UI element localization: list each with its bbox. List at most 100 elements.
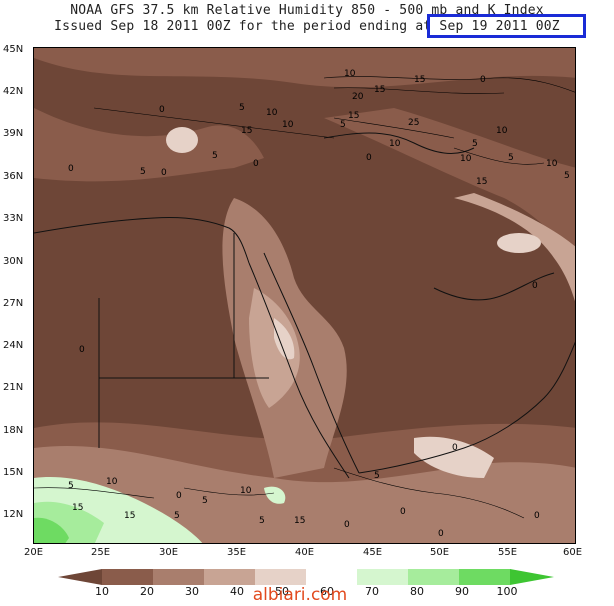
lon-label: 25E: [91, 547, 111, 558]
contour-label: 20: [352, 92, 364, 102]
lat-label: 33N: [3, 213, 24, 224]
coastline-arabia-south: [358, 341, 575, 474]
colorbar-cell: [102, 569, 154, 585]
colorbar-cell: [153, 569, 205, 585]
lon-label: 40E: [295, 547, 315, 558]
colorbar-label: 80: [410, 585, 424, 598]
colorbar-label: 100: [496, 585, 518, 598]
contour-label: 5: [68, 481, 74, 491]
lat-label: 42N: [3, 86, 24, 97]
contour-label: 5: [140, 167, 146, 177]
contour-label: 15: [374, 85, 385, 95]
lat-label: 39N: [3, 128, 24, 139]
lat-label: 27N: [3, 298, 24, 309]
contour-label: 5: [340, 120, 346, 130]
border-egypt-sudan: [233, 233, 269, 379]
humidity-band-north: [34, 48, 575, 88]
chart-title-line-1: NOAA GFS 37.5 km Relative Humidity 850 -…: [70, 3, 544, 18]
lat-label: 24N: [3, 340, 24, 351]
contour-label: 10: [496, 126, 508, 136]
contour-label: 0: [344, 520, 350, 530]
lon-label: 35E: [227, 547, 247, 558]
contour-label: 25: [408, 118, 419, 128]
contour-label: 0: [438, 529, 444, 539]
lat-label: 36N: [3, 171, 24, 182]
contour-label: 5: [508, 153, 514, 163]
lon-label: 50E: [430, 547, 450, 558]
contour-label: 15: [124, 511, 135, 521]
contour-label: 15: [241, 126, 252, 136]
coastline-red-sea-west: [248, 262, 350, 479]
contour-label: 10: [389, 139, 401, 149]
contour-label: 5: [472, 139, 478, 149]
colorbar-label: 70: [365, 585, 379, 598]
humidity-moist-core: [274, 318, 295, 360]
humidity-band-caspian: [324, 108, 575, 257]
humidity-high-ethiopia: [264, 486, 286, 504]
contour-label: 5: [564, 171, 570, 181]
colorbar-label: 50: [275, 585, 289, 598]
colorbar-label: 20: [140, 585, 154, 598]
colorbar-label: 60: [320, 585, 334, 598]
contour-label: 10: [240, 486, 252, 496]
colorbar-label: 10: [95, 585, 109, 598]
contour-label: 5: [212, 151, 218, 161]
colorbar-arrow-left: [58, 569, 102, 585]
contour-label: 15: [294, 516, 305, 526]
humidity-moist-spot-turkey: [166, 127, 198, 153]
contour-label: 5: [259, 516, 265, 526]
border-libya-egypt: [98, 298, 234, 448]
contour-label: 10: [460, 154, 472, 164]
contour-label: 15: [348, 111, 359, 121]
humidity-highest-sahel: [34, 517, 69, 543]
lat-label: 18N: [3, 425, 24, 436]
chart-title-line-2: Issued Sep 18 2011 00Z for the period en…: [54, 19, 560, 34]
contour-label: 0: [68, 164, 74, 174]
colorbar-cells: [102, 569, 511, 585]
contour-label: 0: [161, 168, 167, 178]
contour-label: 5: [239, 103, 245, 113]
colorbar-cell: [204, 569, 256, 585]
valid-time-highlight-box: [427, 14, 586, 38]
lon-label: 55E: [498, 547, 518, 558]
lon-label: 60E: [563, 547, 583, 558]
lat-label: 30N: [3, 256, 24, 267]
contour-label: 15: [72, 503, 83, 513]
colorbar-cell: [306, 569, 358, 585]
contour-label: 0: [159, 105, 165, 115]
contour-label: 10: [266, 108, 278, 118]
contour-label: 5: [374, 471, 380, 481]
coastlines: [34, 132, 575, 479]
humidity-moist-yemen: [414, 436, 494, 478]
contour-label: 5: [174, 511, 180, 521]
colorbar-cell: [459, 569, 511, 585]
contour-label: 0: [452, 443, 458, 453]
contour-label: 0: [366, 153, 372, 163]
contour-label: 0: [79, 345, 85, 355]
colorbar-label: 30: [185, 585, 199, 598]
lat-label: 12N: [3, 509, 24, 520]
contour-label: 0: [532, 281, 538, 291]
humidity-band-anatolia: [34, 108, 264, 182]
contour-label: 15: [414, 75, 425, 85]
contour-label: 0: [176, 491, 182, 501]
map-svg: 10 15 0 0 5 10 15 10 20 15 5 15 25 10 5 …: [34, 48, 575, 543]
colorbar-cell: [408, 569, 460, 585]
contour-label: 5: [202, 496, 208, 506]
colorbar-cell: [357, 569, 409, 585]
contour-label: 15: [476, 177, 487, 187]
contour-label: 10: [546, 159, 558, 169]
map-area: 10 15 0 0 5 10 15 10 20 15 5 15 25 10 5 …: [33, 47, 576, 544]
contour-label-group: 10 15 0 0 5 10 15 10 20 15 5 15 25 10 5 …: [68, 69, 570, 539]
colorbar-cell: [255, 569, 307, 585]
coastline-gulf: [433, 272, 555, 301]
colorbar-label: 90: [455, 585, 469, 598]
contour-label: 0: [480, 75, 486, 85]
watermark-text: albiari.com: [252, 585, 348, 605]
humidity-moist-spot-iran: [497, 233, 541, 253]
coastline-red-sea-east: [263, 252, 360, 474]
contour-label: 0: [253, 159, 259, 169]
k-index-contours: [34, 76, 575, 519]
colorbar: [58, 569, 554, 585]
lon-label: 20E: [24, 547, 44, 558]
